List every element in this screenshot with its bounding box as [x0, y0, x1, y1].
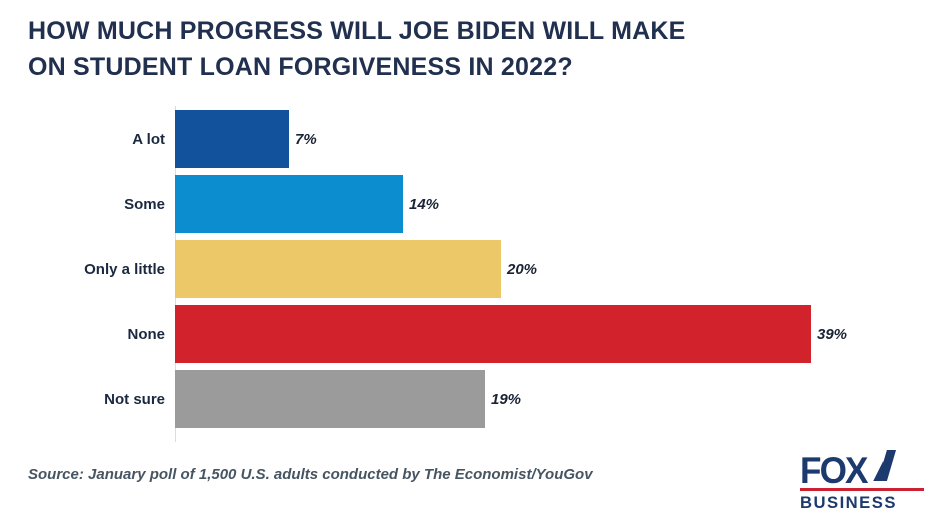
category-label: Not sure — [104, 390, 165, 408]
category-label: Some — [124, 195, 165, 213]
source-note: Source: January poll of 1,500 U.S. adult… — [28, 466, 593, 483]
bar-only-a-little — [175, 240, 501, 298]
logo-top-row: FOX — [800, 449, 924, 491]
bar-not-sure — [175, 370, 485, 428]
value-label: 7% — [295, 130, 317, 148]
logo-business-text: BUSINESS — [800, 493, 897, 512]
bars: A lot 7% Some 14% Only a little 20% None 39% Not… — [28, 110, 908, 428]
chart-title: HOW MUCH PROGRESS WILL JOE BIDEN WILL MA… — [28, 17, 686, 81]
bar-chart: A lot 7% Some 14% Only a little 20% None 39% Not… — [28, 110, 908, 435]
value-label: 19% — [491, 390, 522, 408]
bar-some — [175, 175, 403, 233]
value-label: 20% — [507, 260, 538, 278]
chart-row: A lot 7% — [28, 110, 908, 168]
logo-red-rule — [800, 488, 924, 491]
chart-row: Some 14% — [28, 175, 908, 233]
logo-fox-text: FOX — [800, 449, 868, 491]
value-label: 14% — [409, 195, 440, 213]
fox-business-logo: FOX BUSINESS — [800, 450, 924, 513]
chart-row: Only a little 20% — [28, 240, 908, 298]
chart-row: None 39% — [28, 305, 908, 363]
chart-row: Not sure 19% — [28, 370, 908, 428]
value-label: 39% — [817, 325, 848, 343]
category-label: A lot — [132, 130, 165, 148]
bar-none — [175, 305, 811, 363]
searchlight-icon — [872, 450, 900, 486]
bar-a-lot — [175, 110, 289, 168]
category-label: Only a little — [84, 260, 165, 278]
category-label: None — [127, 325, 166, 343]
